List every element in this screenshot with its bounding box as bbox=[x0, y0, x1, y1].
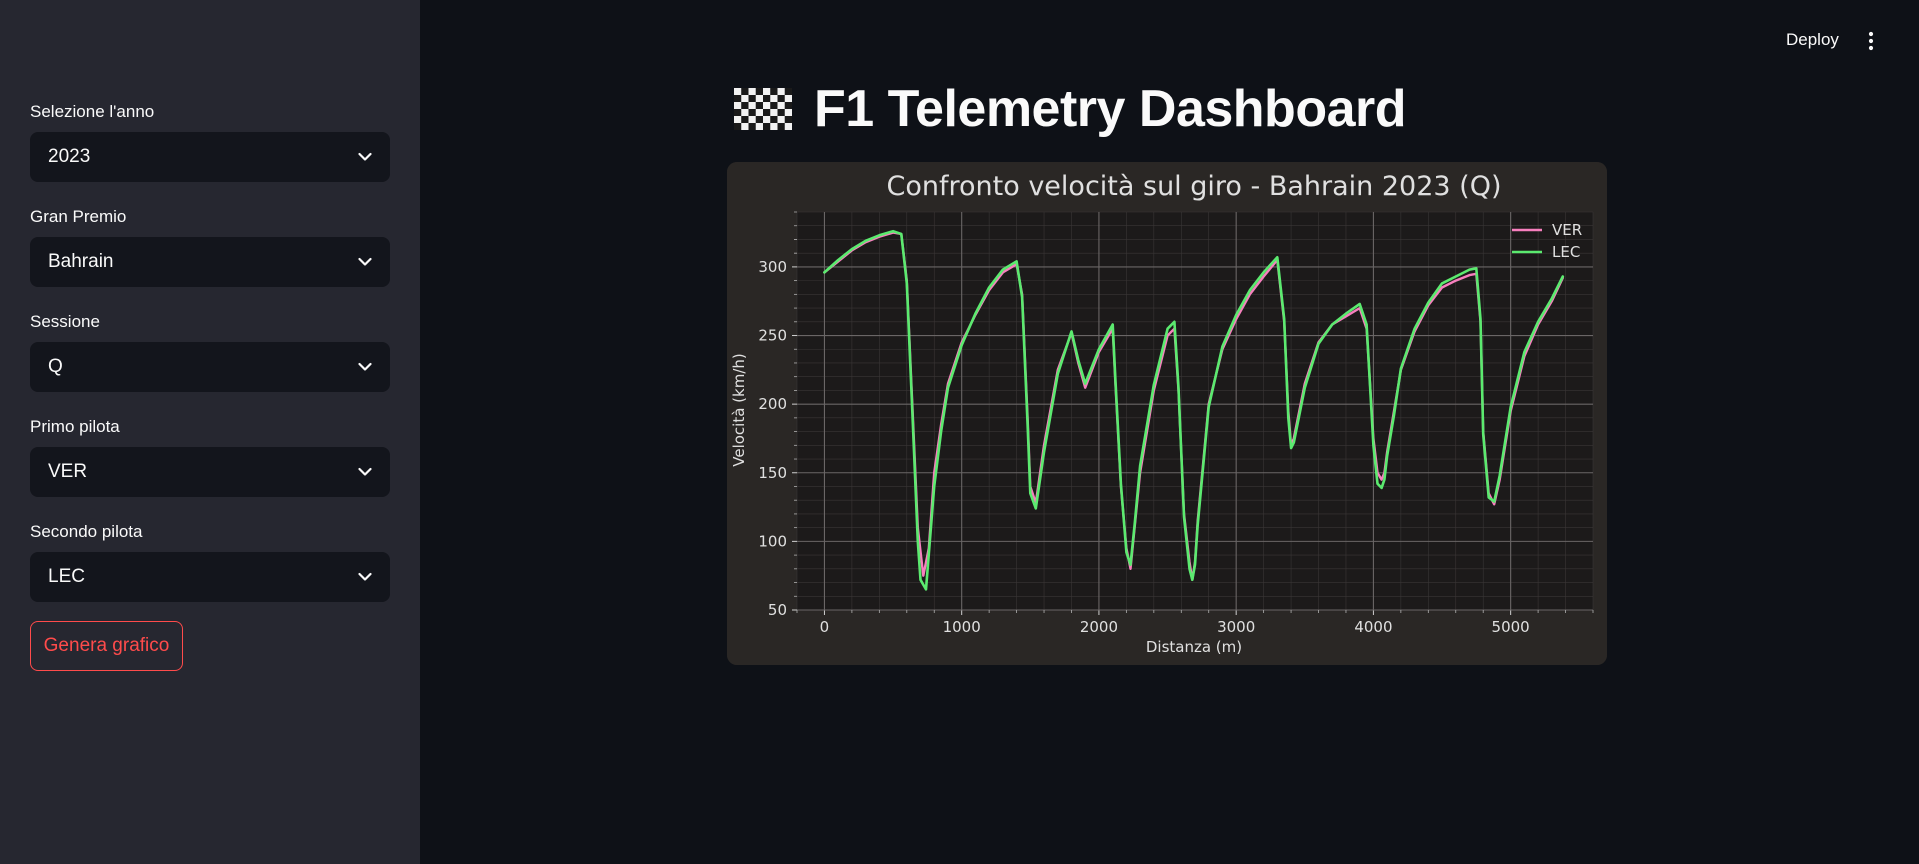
second-driver-label: Secondo pilota bbox=[30, 522, 143, 541]
grand-prix-select[interactable]: Bahrain bbox=[30, 237, 390, 287]
y-tick-label: 300 bbox=[758, 258, 787, 276]
y-tick-label: 150 bbox=[758, 464, 787, 482]
grand-prix-field: Gran Premio Bahrain bbox=[30, 205, 390, 287]
year-value: 2023 bbox=[48, 146, 91, 167]
speed-chart-card: Confronto velocità sul giro - Bahrain 20… bbox=[727, 162, 1607, 665]
year-select[interactable]: 2023 bbox=[30, 132, 390, 182]
second-driver-select[interactable]: LEC bbox=[30, 552, 390, 602]
year-field: Selezione l'anno 2023 bbox=[30, 100, 390, 182]
y-tick-label: 200 bbox=[758, 395, 787, 413]
chevron-down-icon bbox=[358, 362, 372, 371]
legend-label-ver: VER bbox=[1552, 221, 1582, 239]
second-driver-field: Secondo pilota LEC bbox=[30, 520, 390, 602]
speed-comparison-chart: Confronto velocità sul giro - Bahrain 20… bbox=[727, 162, 1607, 665]
year-label: Selezione l'anno bbox=[30, 102, 155, 121]
chevron-down-icon bbox=[358, 257, 372, 266]
session-select[interactable]: Q bbox=[30, 342, 390, 392]
grand-prix-label: Gran Premio bbox=[30, 207, 127, 226]
y-tick-label: 100 bbox=[758, 532, 787, 550]
generate-chart-button[interactable]: Genera grafico bbox=[30, 621, 183, 671]
grand-prix-value: Bahrain bbox=[48, 251, 114, 272]
first-driver-label: Primo pilota bbox=[30, 417, 120, 436]
first-driver-field: Primo pilota VER bbox=[30, 415, 390, 497]
x-tick-label: 2000 bbox=[1080, 618, 1118, 636]
session-value: Q bbox=[48, 356, 63, 377]
session-field: Sessione Q bbox=[30, 310, 390, 392]
sidebar: Selezione l'anno 2023 Gran Premio Bahrai… bbox=[0, 0, 420, 864]
x-tick-label: 5000 bbox=[1492, 618, 1530, 636]
kebab-menu-icon[interactable] bbox=[1866, 31, 1876, 51]
y-axis-label: Velocità (km/h) bbox=[730, 353, 748, 467]
legend-label-lec: LEC bbox=[1552, 243, 1580, 261]
second-driver-value: LEC bbox=[48, 566, 85, 587]
x-tick-label: 4000 bbox=[1354, 618, 1392, 636]
x-tick-label: 1000 bbox=[943, 618, 981, 636]
deploy-button[interactable]: Deploy bbox=[1786, 30, 1839, 49]
session-label: Sessione bbox=[30, 312, 100, 331]
chevron-down-icon bbox=[358, 467, 372, 476]
page-title: F1 Telemetry Dashboard bbox=[814, 80, 1407, 138]
checkered-flag-icon bbox=[734, 88, 792, 130]
y-tick-label: 250 bbox=[758, 327, 787, 345]
x-tick-label: 3000 bbox=[1217, 618, 1255, 636]
series-line-lec bbox=[823, 229, 1565, 591]
y-tick-label: 50 bbox=[768, 601, 787, 619]
first-driver-select[interactable]: VER bbox=[30, 447, 390, 497]
x-tick-label: 0 bbox=[820, 618, 830, 636]
page-header: F1 Telemetry Dashboard bbox=[734, 78, 1407, 140]
x-axis-label: Distanza (m) bbox=[1146, 638, 1242, 656]
chevron-down-icon bbox=[358, 572, 372, 581]
chart-title: Confronto velocità sul giro - Bahrain 20… bbox=[887, 171, 1502, 202]
chevron-down-icon bbox=[358, 152, 372, 161]
first-driver-value: VER bbox=[48, 461, 88, 482]
